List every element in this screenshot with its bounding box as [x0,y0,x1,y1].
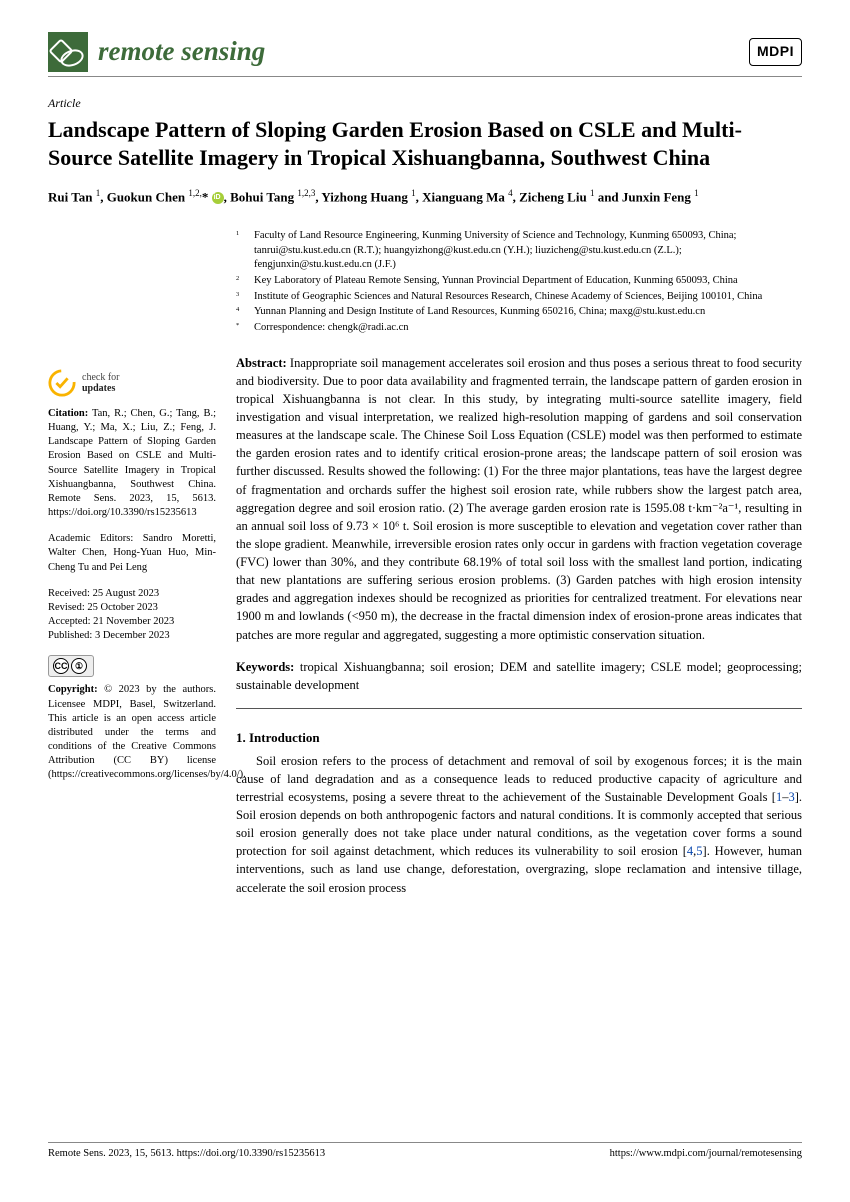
affiliation-row: 4Yunnan Planning and Design Institute of… [236,305,802,320]
journal-header: remote sensing MDPI [48,32,802,77]
sidebar: check for updates Citation: Tan, R.; Che… [48,229,216,897]
journal-brand: remote sensing [48,32,265,72]
publisher-badge[interactable]: MDPI [749,38,802,66]
article-title: Landscape Pattern of Sloping Garden Eros… [48,116,802,173]
check-updates-icon [48,369,76,397]
footer-right[interactable]: https://www.mdpi.com/journal/remotesensi… [610,1147,802,1162]
citation-block: Citation: Tan, R.; Chen, G.; Tang, B.; H… [48,407,216,520]
page-footer: Remote Sens. 2023, 15, 5613. https://doi… [48,1142,802,1162]
affiliation-row: 2Key Laboratory of Plateau Remote Sensin… [236,274,802,289]
keywords: Keywords: tropical Xishuangbanna; soil e… [236,658,802,709]
copyright-block: Copyright: © 2023 by the authors. Licens… [48,683,216,782]
dates-block: Received: 25 August 2023 Revised: 25 Oct… [48,587,216,644]
footer-left: Remote Sens. 2023, 15, 5613. https://doi… [48,1147,325,1162]
journal-name: remote sensing [98,33,265,71]
cc-license-badge[interactable]: CC① [48,655,94,677]
journal-logo-icon [48,32,88,72]
article-type: Article [48,95,802,112]
main-column: 1Faculty of Land Resource Engineering, K… [236,229,802,897]
check-updates-text: check for updates [82,372,119,394]
abstract: Abstract: Inappropriate soil management … [236,354,802,644]
affiliation-row: *Correspondence: chengk@radi.ac.cn [236,321,802,336]
affiliations-list: 1Faculty of Land Resource Engineering, K… [236,229,802,336]
section-heading-intro: 1. Introduction [236,729,802,748]
intro-paragraph: Soil erosion refers to the process of de… [236,752,802,897]
check-updates-badge[interactable]: check for updates [48,369,216,397]
affiliation-row: 3Institute of Geographic Sciences and Na… [236,290,802,305]
author-list: Rui Tan 1, Guokun Chen 1,2,* , Bohui Tan… [48,187,802,207]
editors-block: Academic Editors: Sandro Moretti, Walter… [48,532,216,575]
affiliation-row: 1Faculty of Land Resource Engineering, K… [236,229,802,273]
